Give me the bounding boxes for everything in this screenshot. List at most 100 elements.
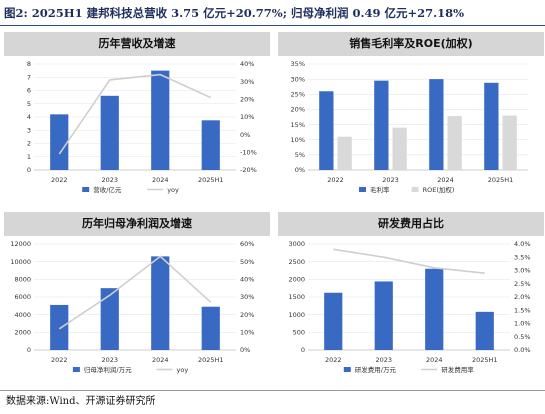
legend-label: 营收/亿元 — [93, 185, 122, 194]
y2-tick-label: -20% — [240, 166, 257, 174]
y-tick-label: 1 — [27, 153, 31, 161]
y-tick-label: 10% — [291, 136, 305, 144]
bar — [337, 136, 352, 170]
bar — [374, 281, 393, 350]
y2-tick-label: 1.5% — [514, 306, 531, 314]
y2-tick-label: -10% — [240, 149, 257, 157]
revenue-chart: 0 1 2 3 4 5 6 7 8 -20% -10% 0% 10% 20% 30% 40% 2022 2023 2… — [27, 60, 257, 194]
x-tick-label: 2025H1 — [198, 356, 224, 364]
panel-rd-expense: 研发费用占比 0 500 1000 1500 2000 2500 3000 0.0% 0.5% 1… — [278, 212, 544, 386]
y2-tick-label: 40% — [240, 60, 254, 68]
legend-swatch — [82, 187, 90, 192]
y2-tick-label: 3.5% — [514, 253, 531, 261]
series-line — [333, 248, 485, 274]
y-tick-label: 12000 — [10, 240, 31, 248]
y-tick-label: 4 — [27, 113, 31, 121]
bar — [151, 256, 170, 350]
x-tick-label: 2025H1 — [198, 176, 224, 184]
bar — [50, 114, 69, 170]
y-tick-label: 3000 — [288, 240, 305, 248]
series-line — [58, 255, 212, 330]
y-tick-label: 2000 — [288, 276, 305, 284]
legend-label: 研发费用率 — [441, 365, 474, 374]
bar — [100, 95, 119, 170]
y-tick-label: 6000 — [14, 293, 31, 301]
bar — [425, 268, 444, 350]
y2-tick-label: 10% — [240, 113, 254, 121]
legend-swatch — [411, 187, 419, 192]
y-tick-label: 3 — [27, 126, 31, 134]
legend-label: 研发费用/万元 — [355, 365, 397, 374]
x-tick-label: 2024 — [152, 176, 169, 184]
bar — [151, 70, 170, 170]
y-tick-label: 500 — [293, 329, 305, 337]
y2-tick-label: 0% — [240, 131, 250, 139]
y2-tick-label: 40% — [240, 276, 254, 284]
bar — [324, 292, 343, 350]
chart-title: 研发费用占比 — [278, 212, 544, 236]
y-tick-label: 20% — [291, 106, 305, 114]
y2-tick-label: 20% — [240, 96, 254, 104]
x-tick-label: 2024 — [437, 176, 454, 184]
y-tick-label: 0% — [295, 166, 305, 174]
x-tick-label: 2023 — [375, 356, 392, 364]
x-tick-label: 2024 — [426, 356, 443, 364]
x-tick-label: 2022 — [51, 176, 68, 184]
y2-tick-label: 0.0% — [514, 346, 531, 354]
legend-label: yoy — [177, 366, 189, 374]
y2-tick-label: 0% — [240, 346, 250, 354]
x-tick-label: 2023 — [101, 176, 118, 184]
x-tick-label: 2023 — [382, 176, 399, 184]
y2-tick-label: 50% — [240, 258, 254, 266]
chart-title: 历年归母净利润及增速 — [4, 212, 270, 236]
y-tick-label: 8 — [27, 60, 31, 68]
y-tick-label: 7 — [27, 73, 31, 81]
bar — [50, 304, 69, 350]
bar — [201, 120, 220, 170]
x-tick-label: 2025H1 — [488, 176, 514, 184]
y-tick-label: 1500 — [288, 293, 305, 301]
y-tick-label: 2500 — [288, 258, 305, 266]
legend-label: 归母净利润/万元 — [84, 365, 132, 374]
y2-tick-label: 20% — [240, 311, 254, 319]
panel-margin-roe: 销售毛利率及ROE(加权) 0% 5% 10% 15% 20% 25% 30% 35% 2022… — [278, 32, 544, 206]
bar — [374, 80, 389, 170]
figure-title: 图2: 2025H1 建邦科技总营收 3.75 亿元+20.77%; 归母净利润… — [0, 0, 545, 26]
legend-label: 毛利率 — [370, 185, 390, 194]
x-tick-label: 2023 — [101, 356, 118, 364]
y2-tick-label: 1.0% — [514, 320, 531, 328]
source-note: 数据来源:Wind、开源证券研究所 — [0, 390, 545, 414]
x-tick-label: 2022 — [51, 356, 68, 364]
y2-tick-label: 2.0% — [514, 293, 531, 301]
y-tick-label: 5% — [295, 151, 305, 159]
series-line — [58, 73, 212, 155]
bar — [392, 127, 407, 170]
x-tick-label: 2024 — [152, 356, 169, 364]
y-tick-label: 25% — [291, 90, 305, 98]
y2-tick-label: 4.0% — [514, 240, 531, 248]
y2-tick-label: 2.5% — [514, 280, 531, 288]
y2-tick-label: 30% — [240, 293, 254, 301]
bar — [484, 82, 499, 170]
net-profit-chart: 0 2000 4000 6000 8000 10000 12000 0% 10% 20% 30% 40… — [10, 240, 254, 374]
y-tick-label: 4000 — [14, 311, 31, 319]
y-tick-label: 6 — [27, 87, 31, 95]
x-tick-label: 2022 — [325, 356, 342, 364]
y-tick-label: 1000 — [288, 311, 305, 319]
bar — [447, 116, 462, 170]
y-tick-label: 2 — [27, 140, 31, 148]
bar — [475, 311, 494, 350]
bar — [429, 79, 444, 170]
legend-label: ROE(加权) — [423, 185, 455, 194]
x-tick-label: 2025H1 — [472, 356, 498, 364]
y-tick-label: 15% — [291, 121, 305, 129]
y2-tick-label: 30% — [240, 78, 254, 86]
y2-tick-label: 3.0% — [514, 267, 531, 275]
margin-roe-chart: 0% 5% 10% 15% 20% 25% 30% 35% 2022 2023 2024 2025H1… — [291, 60, 528, 194]
rd-expense-chart: 0 500 1000 1500 2000 2500 3000 0.0% 0.5% 1.0% 1.5%… — [288, 240, 531, 374]
y-tick-label: 0 — [27, 166, 31, 174]
y-tick-label: 2000 — [14, 329, 31, 337]
bar — [201, 306, 220, 350]
y-tick-label: 0 — [301, 346, 305, 354]
y-tick-label: 10000 — [10, 258, 31, 266]
